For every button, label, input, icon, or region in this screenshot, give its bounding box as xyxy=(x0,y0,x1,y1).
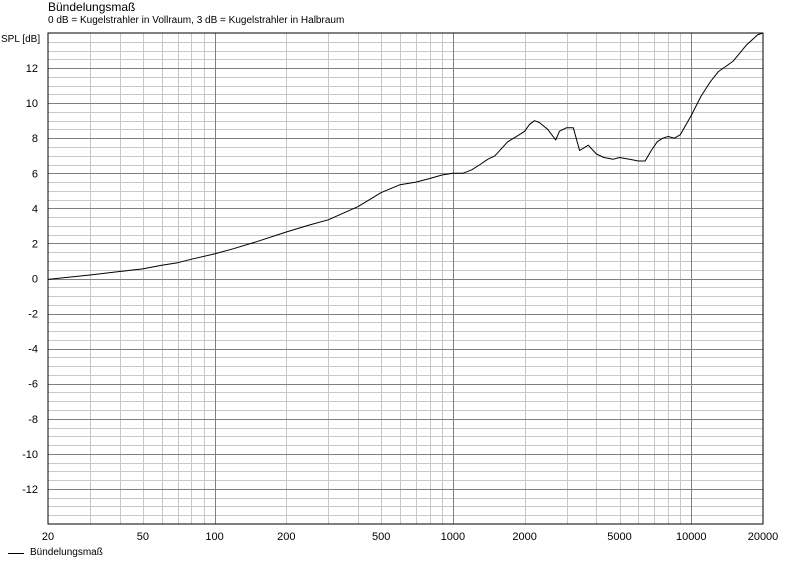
x-tick-label: 500 xyxy=(372,531,390,543)
y-tick-label: -10 xyxy=(22,449,38,461)
chart-subtitle: 0 dB = Kugelstrahler in Vollraum, 3 dB =… xyxy=(48,15,345,26)
series-layer xyxy=(47,32,764,280)
y-tick-label: -2 xyxy=(28,309,38,321)
y-tick-label: 0 xyxy=(32,274,38,286)
x-tick-label: 2000 xyxy=(512,531,536,543)
chart-title: Bündelungsmaß xyxy=(48,0,136,14)
y-axis-label: SPL [dB] xyxy=(1,34,40,45)
y-tick-label: 12 xyxy=(26,63,38,75)
x-tick-label: 20 xyxy=(42,531,54,543)
y-tick-label: -8 xyxy=(28,414,38,426)
y-tick-label: 2 xyxy=(32,238,38,250)
y-tick-label: 8 xyxy=(32,133,38,145)
x-tick-label: 1000 xyxy=(441,531,465,543)
y-tick-label: 6 xyxy=(32,168,38,180)
x-tick-label: 20000 xyxy=(748,531,779,543)
x-tick-label: 5000 xyxy=(607,531,631,543)
legend-label: Bündelungsmaß xyxy=(30,547,103,558)
y-tick-label: -4 xyxy=(28,344,38,356)
legend-line-swatch xyxy=(8,552,24,554)
grid-minor xyxy=(48,33,763,524)
y-tick-label: 10 xyxy=(26,98,38,110)
y-tick-label: 4 xyxy=(32,203,38,215)
legend: Bündelungsmaß xyxy=(8,546,103,560)
x-tick-label: 200 xyxy=(277,531,295,543)
y-tick-label: -12 xyxy=(22,484,38,496)
x-tick-label: 10000 xyxy=(676,531,707,543)
x-axis-ticks: 20 50 100 200 500 1000 2000 5000 10000 20000 xyxy=(42,531,778,543)
grid-major xyxy=(48,33,763,524)
x-tick-label: 100 xyxy=(205,531,223,543)
series-line xyxy=(47,32,764,280)
plot-frame xyxy=(47,32,764,525)
y-tick-label: -6 xyxy=(28,379,38,391)
x-tick-label: 50 xyxy=(137,531,149,543)
y-axis-ticks: -12 -10 -8 -6 -4 -2 0 2 4 6 8 10 12 xyxy=(22,63,38,496)
